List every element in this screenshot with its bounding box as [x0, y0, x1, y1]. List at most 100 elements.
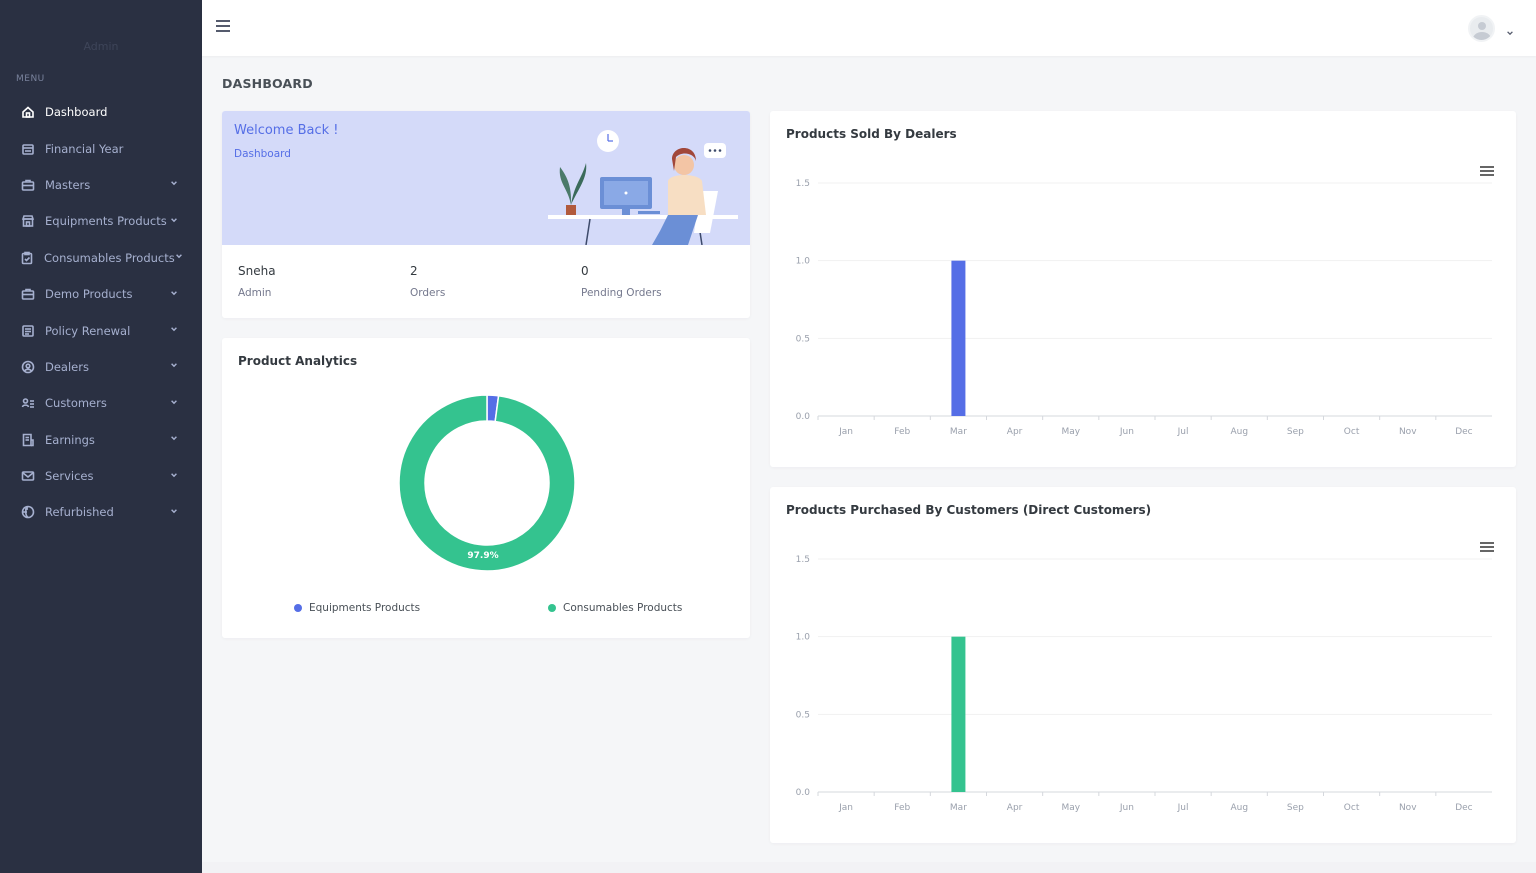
- x-tick-label: Jul: [1177, 803, 1189, 813]
- menu-section-title: MENU: [16, 74, 45, 84]
- sidebar-item-label: Demo Products: [45, 287, 133, 302]
- chevron-down-icon: [170, 289, 180, 300]
- sidebar-item-equipments-products[interactable]: Equipments Products: [0, 203, 202, 239]
- user-avatar[interactable]: [1468, 15, 1495, 42]
- product-analytics-card: Product Analytics 97.9% Equipments Produ…: [222, 338, 750, 638]
- y-tick-label: 1.5: [796, 179, 810, 189]
- receipt-icon: [20, 432, 35, 447]
- globe-icon: [20, 505, 35, 520]
- y-tick-label: 1.0: [796, 257, 811, 267]
- chevron-down-icon: [170, 507, 180, 518]
- sidebar: Admin MENU Dashboard Financial Year Master…: [0, 0, 202, 873]
- sidebar-item-customers[interactable]: Customers: [0, 385, 202, 421]
- stat-orders: 2 Orders: [410, 264, 445, 299]
- products-sold-by-dealers-chart: 0.0 0.5 1.0 1.5 Jan Feb Mar Apr May Jun Jul Aug Sep O…: [796, 179, 1492, 437]
- clipboard-icon: [20, 250, 34, 265]
- chart-menu-icon[interactable]: [1480, 166, 1494, 176]
- sidebar-item-label: Consumables Products: [44, 250, 175, 265]
- sidebar-item-policy-renewal[interactable]: Policy Renewal: [0, 312, 202, 348]
- chevron-down-icon: [170, 179, 180, 190]
- legend-label: Equipments Products: [309, 602, 421, 614]
- x-tick-label: Dec: [1455, 427, 1472, 437]
- x-tick-label: Jun: [1119, 803, 1134, 813]
- product-analytics-donut-chart: 97.9%: [398, 394, 576, 572]
- sidebar-nav: Dashboard Financial Year Masters Equipments…: [0, 94, 202, 531]
- chevron-down-icon: [170, 398, 180, 409]
- sidebar-item-label: Earnings: [45, 432, 95, 447]
- sidebar-item-refurbished[interactable]: Refurbished: [0, 494, 202, 530]
- legend-item-consumables[interactable]: Consumables Products: [548, 602, 682, 614]
- briefcase-icon: [20, 177, 35, 192]
- sidebar-item-services[interactable]: Services: [0, 458, 202, 494]
- orders-label: Orders: [410, 287, 446, 299]
- x-tick-label: Mar: [950, 803, 967, 813]
- legend-dot: [294, 604, 302, 612]
- x-tick-label: Jul: [1177, 427, 1189, 437]
- products-purchased-by-customers-chart: 0.0 0.5 1.0 1.5 Jan Feb Mar Apr May Jun Jul Aug Sep O…: [796, 555, 1492, 813]
- legend-label: Consumables Products: [563, 602, 683, 614]
- chevron-down-icon: [170, 471, 180, 482]
- donut-slice-consumables-products[interactable]: [398, 394, 576, 572]
- bar-mar[interactable]: [951, 636, 966, 792]
- x-tick-label: Jan: [838, 427, 853, 437]
- profile-illustration: [548, 130, 738, 245]
- x-tick-label: Oct: [1344, 427, 1360, 437]
- y-tick-label: 1.0: [796, 633, 811, 643]
- home-icon: [20, 105, 35, 120]
- briefcase-icon: [20, 287, 35, 302]
- sidebar-item-label: Policy Renewal: [45, 323, 131, 338]
- page-title: DASHBOARD: [222, 76, 313, 91]
- chart-title: Products Sold By Dealers: [786, 127, 957, 141]
- sidebar-item-demo-products[interactable]: Demo Products: [0, 276, 202, 312]
- x-tick-label: Oct: [1344, 803, 1360, 813]
- calendar-icon: [20, 141, 35, 156]
- sidebar-item-consumables-products[interactable]: Consumables Products: [0, 240, 202, 276]
- x-tick-label: Apr: [1007, 803, 1023, 813]
- footer: [202, 862, 1536, 873]
- sidebar-item-dashboard[interactable]: Dashboard: [0, 94, 202, 130]
- sidebar-item-financial-year[interactable]: Financial Year: [0, 130, 202, 166]
- chevron-down-icon: [175, 252, 183, 263]
- user-role: Admin: [238, 287, 272, 299]
- sidebar-item-label: Masters: [45, 177, 91, 192]
- document-icon: [20, 323, 35, 338]
- x-tick-label: Aug: [1230, 803, 1248, 813]
- chevron-down-icon: [170, 434, 180, 445]
- x-tick-label: Jun: [1119, 427, 1134, 437]
- user-circle-icon: [20, 359, 35, 374]
- x-tick-label: Mar: [950, 427, 967, 437]
- legend-dot: [548, 604, 556, 612]
- products-sold-by-dealers-card: Products Sold By Dealers 0.0 0.5 1.0 1.5 Jan…: [770, 111, 1516, 467]
- chevron-down-icon: [170, 216, 180, 227]
- x-tick-label: Dec: [1455, 803, 1472, 813]
- sidebar-item-masters[interactable]: Masters: [0, 167, 202, 203]
- sidebar-item-label: Customers: [45, 396, 107, 411]
- orders-count: 2: [410, 264, 418, 278]
- x-tick-label: Apr: [1007, 427, 1023, 437]
- sidebar-item-earnings[interactable]: Earnings: [0, 422, 202, 458]
- x-tick-label: Feb: [894, 427, 910, 437]
- legend-item-equipments[interactable]: Equipments Products: [294, 602, 420, 614]
- x-tick-label: Sep: [1287, 803, 1304, 813]
- topbar: [202, 0, 1536, 56]
- sidebar-item-label: Services: [45, 469, 94, 484]
- welcome-card: Welcome Back ! Dashboard: [222, 111, 750, 318]
- x-tick-label: Aug: [1230, 427, 1248, 437]
- stat-user: Sneha Admin: [238, 264, 276, 299]
- stat-pending-orders: 0 Pending Orders: [581, 264, 662, 299]
- brand-logo-text[interactable]: Admin: [83, 40, 119, 53]
- store-icon: [20, 214, 35, 229]
- hamburger-menu-icon[interactable]: [216, 20, 230, 34]
- x-tick-label: May: [1061, 803, 1080, 813]
- y-tick-label: 0.0: [796, 788, 811, 798]
- sidebar-item-dealers[interactable]: Dealers: [0, 349, 202, 385]
- sidebar-item-label: Financial Year: [45, 141, 124, 156]
- x-tick-label: Jan: [838, 803, 853, 813]
- chart-menu-icon[interactable]: [1480, 542, 1494, 552]
- chart-title: Products Purchased By Customers (Direct …: [786, 503, 1152, 517]
- welcome-breadcrumb[interactable]: Dashboard: [234, 148, 291, 160]
- chevron-down-icon[interactable]: [1506, 22, 1514, 36]
- pending-orders-count: 0: [581, 264, 589, 278]
- user-list-icon: [20, 396, 35, 411]
- bar-mar[interactable]: [951, 260, 966, 416]
